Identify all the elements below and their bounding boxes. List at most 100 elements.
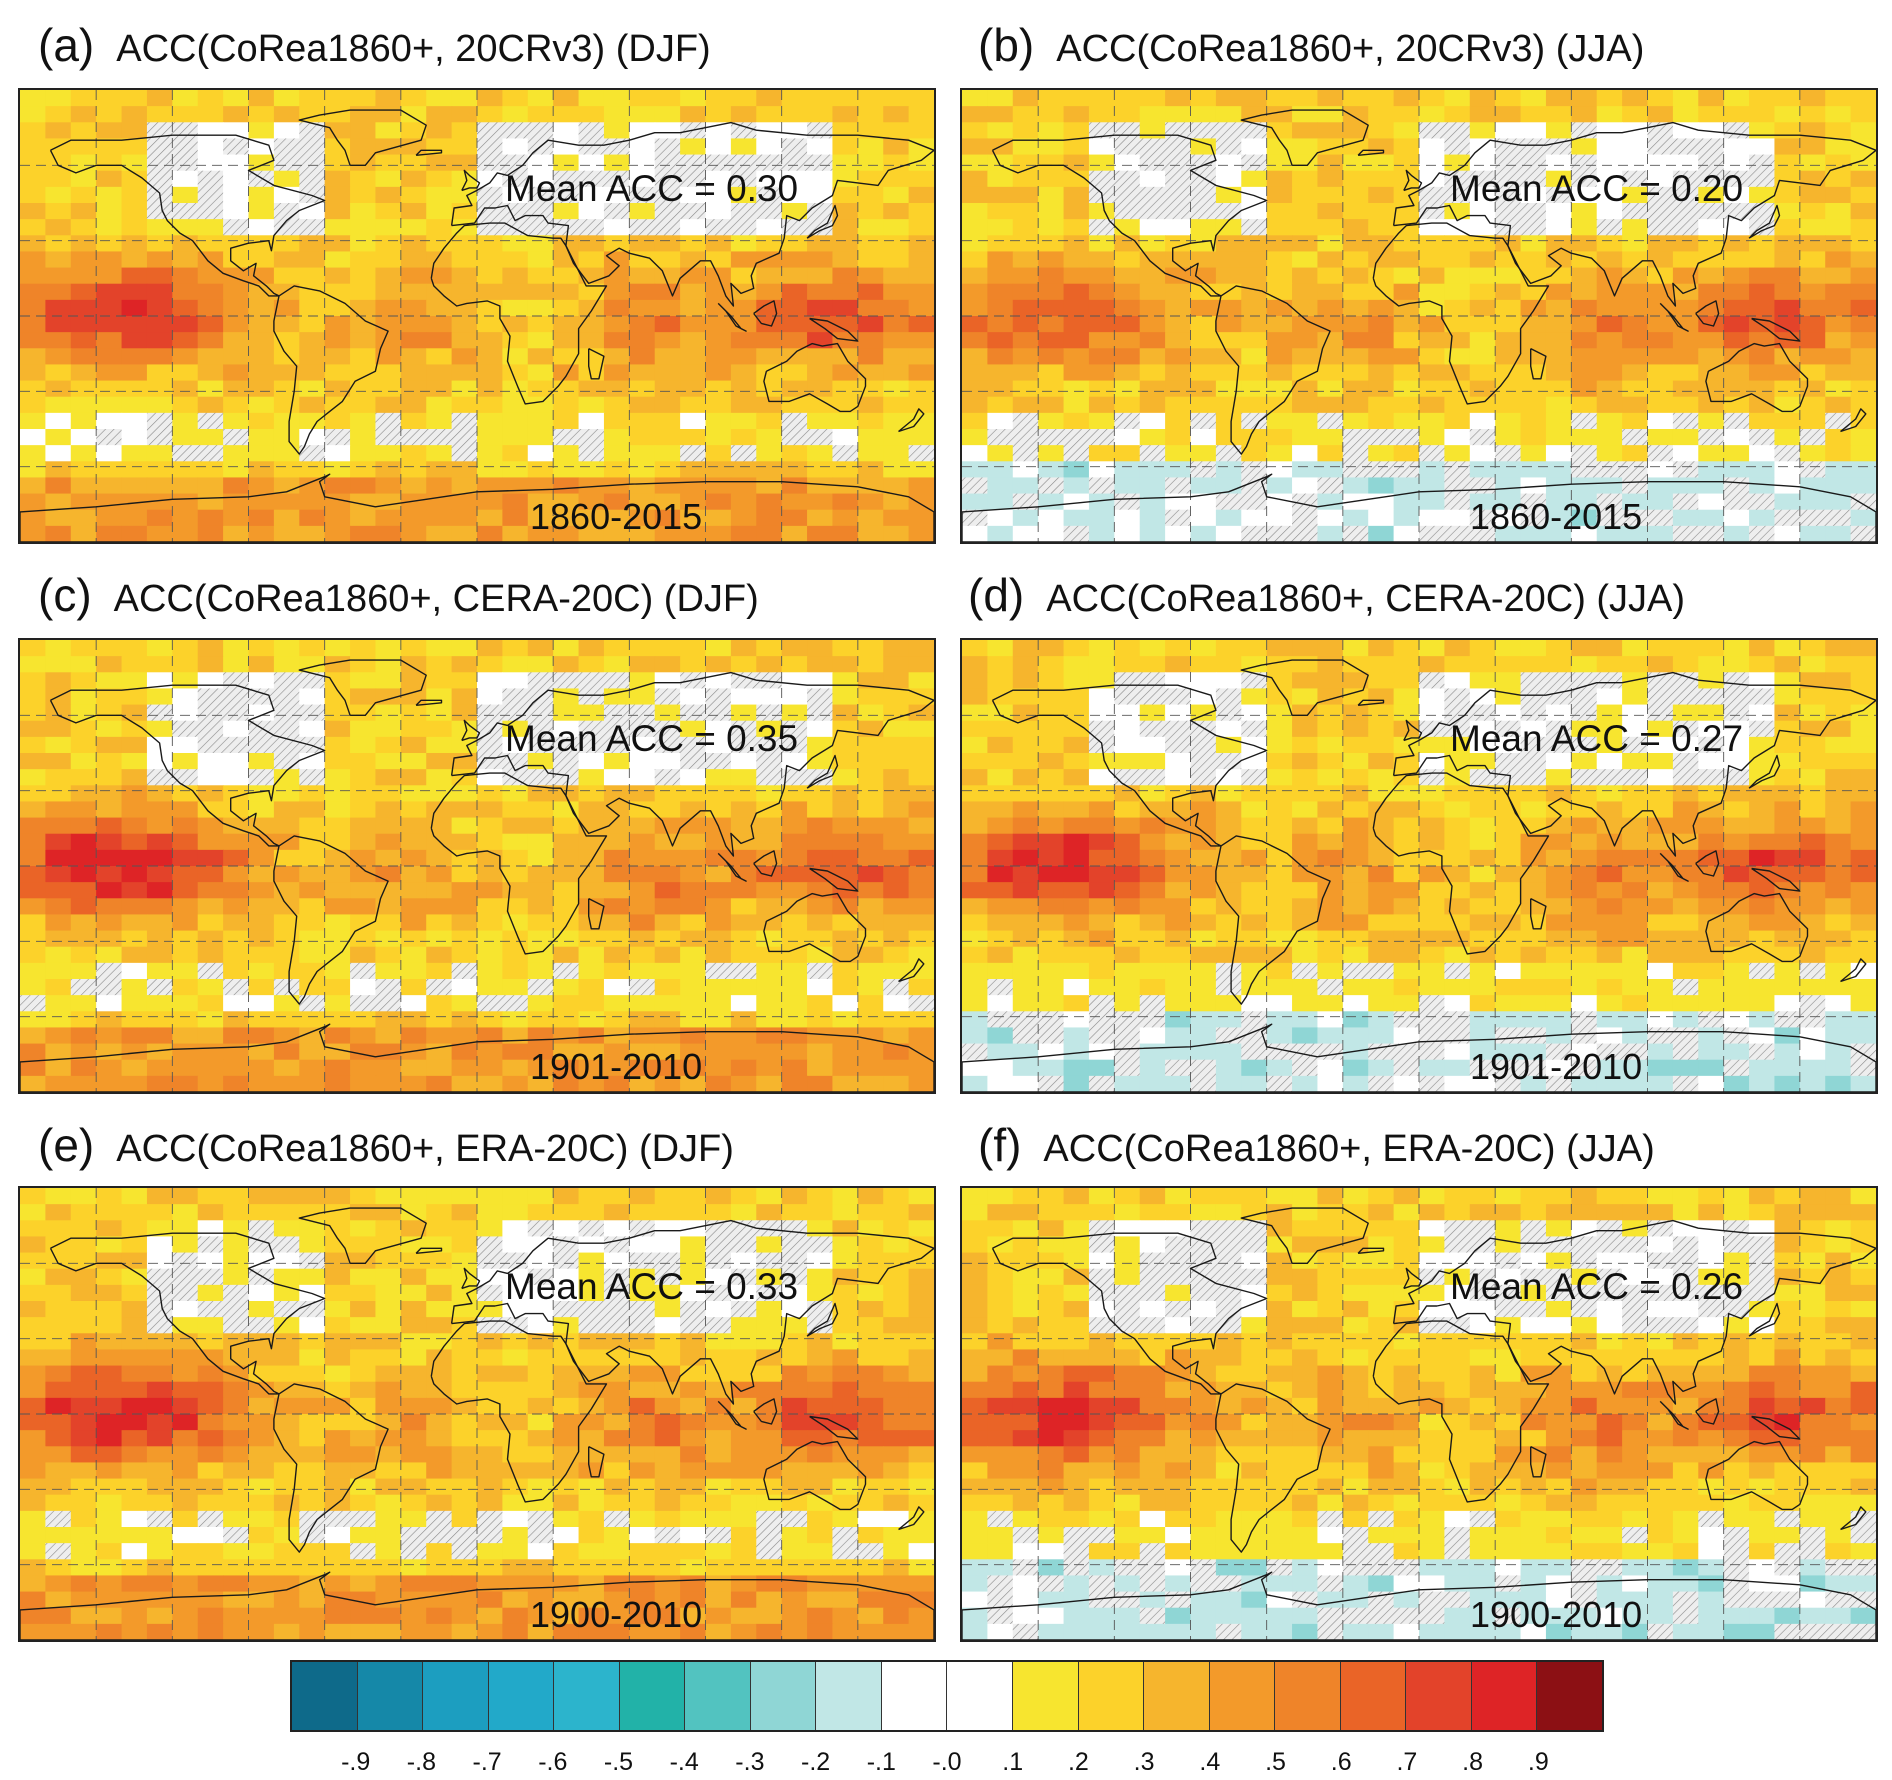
acc-grid-cell [578,1446,605,1464]
acc-grid-cell [400,1494,427,1512]
acc-grid-cell [248,1188,275,1205]
acc-grid-cell [1622,396,1649,414]
acc-grid-cell [121,1527,148,1544]
acc-grid-cell [1317,316,1344,333]
acc-grid-cell [1342,493,1369,511]
acc-grid-cell [1393,817,1420,835]
acc-grid-cell [223,283,250,301]
acc-grid-cell [146,979,173,996]
acc-grid-cell [502,1349,529,1367]
acc-grid-cell [1469,1059,1496,1077]
acc-grid-cell [146,995,173,1012]
acc-grid-cell [756,251,783,269]
acc-grid-cell [477,898,503,916]
acc-grid-cell [451,1446,478,1464]
acc-grid-cell [1012,283,1039,301]
acc-grid-cell [70,801,97,819]
acc-grid-cell [578,348,605,366]
acc-grid-cell [1165,914,1192,932]
acc-grid-cell [1393,688,1420,706]
acc-grid-cell [1266,203,1293,220]
acc-grid-cell [146,106,173,123]
acc-grid-cell [324,1188,351,1205]
acc-grid-cell [121,380,148,398]
acc-grid-cell [553,1317,580,1334]
acc-grid-cell [477,1430,503,1447]
acc-grid-cell [1672,461,1699,479]
acc-grid-cell [223,170,250,188]
acc-grid-cell [197,1043,224,1061]
acc-grid-cell [1165,154,1192,172]
acc-grid-cell [1114,106,1141,123]
acc-grid-cell [1063,656,1090,673]
acc-grid-cell [426,170,453,188]
acc-grid-cell [1495,882,1522,899]
acc-grid-cell [1114,769,1141,786]
coastline [717,302,747,332]
acc-grid-cell [1266,640,1293,657]
acc-grid-cell [1520,299,1547,317]
acc-grid-cell [654,1188,681,1205]
acc-grid-cell [553,866,580,883]
acc-grid-cell [502,445,529,462]
acc-grid-cell [223,1446,250,1464]
acc-grid-cell [451,1349,478,1367]
acc-grid-cell [527,1284,554,1302]
acc-grid-cell [908,1397,934,1415]
acc-grid-cell [1825,995,1852,1012]
acc-grid-cell [756,122,783,140]
acc-grid-cell [20,1494,46,1512]
acc-grid-cell [1571,525,1598,542]
acc-grid-cell [629,1011,656,1029]
acc-grid-cell [1850,267,1876,285]
acc-grid-cell [1165,946,1192,964]
acc-grid-cell [350,348,377,366]
acc-grid-cell [1545,267,1572,285]
acc-grid-cell [1114,1059,1141,1077]
acc-grid-cell [1165,833,1192,851]
acc-grid-cell [451,90,478,107]
acc-grid-cell [730,898,757,916]
acc-grid-cell [1749,186,1776,204]
acc-grid-cell [375,1220,402,1238]
acc-grid-cell [680,1446,707,1464]
acc-grid-cell [680,898,707,916]
acc-grid-cell [223,1252,250,1270]
acc-grid-cell [70,1284,97,1302]
acc-grid-cell [1393,1059,1420,1077]
acc-grid-cell [1038,90,1065,107]
acc-grid-cell [375,1188,402,1205]
acc-grid-cell [883,833,910,851]
acc-grid-cell [1190,1027,1217,1045]
acc-grid-cell [248,1381,275,1399]
acc-grid-cell [832,914,859,932]
acc-grid-cell [324,1075,351,1092]
acc-grid-cell [502,1027,529,1045]
acc-grid-cell [1647,235,1674,253]
acc-grid-cell [96,90,123,107]
acc-grid-cell [1342,186,1369,204]
acc-grid-cell [832,1462,859,1480]
acc-grid-cell [273,1011,300,1029]
acc-grid-cell [1622,898,1649,916]
acc-grid-cell [1038,1043,1065,1061]
acc-grid-cell [1368,898,1395,916]
acc-grid-cell [350,817,377,835]
acc-grid-cell [1723,817,1750,835]
acc-grid-cell [654,1268,681,1286]
acc-grid-cell [756,283,783,301]
acc-grid-cell [857,785,884,803]
acc-grid-cell [1088,332,1115,349]
acc-grid-cell [578,882,605,899]
acc-grid-cell [400,1027,427,1045]
acc-grid-cell [883,203,910,220]
acc-grid-cell [756,1317,783,1334]
acc-grid-cell [1088,138,1115,156]
acc-grid-cell [908,154,934,172]
acc-grid-cell [451,769,478,786]
acc-grid-cell [146,704,173,722]
acc-grid-cell [1165,396,1192,414]
acc-grid-cell [527,154,554,172]
acc-grid-cell [857,316,884,333]
acc-grid-cell [96,154,123,172]
